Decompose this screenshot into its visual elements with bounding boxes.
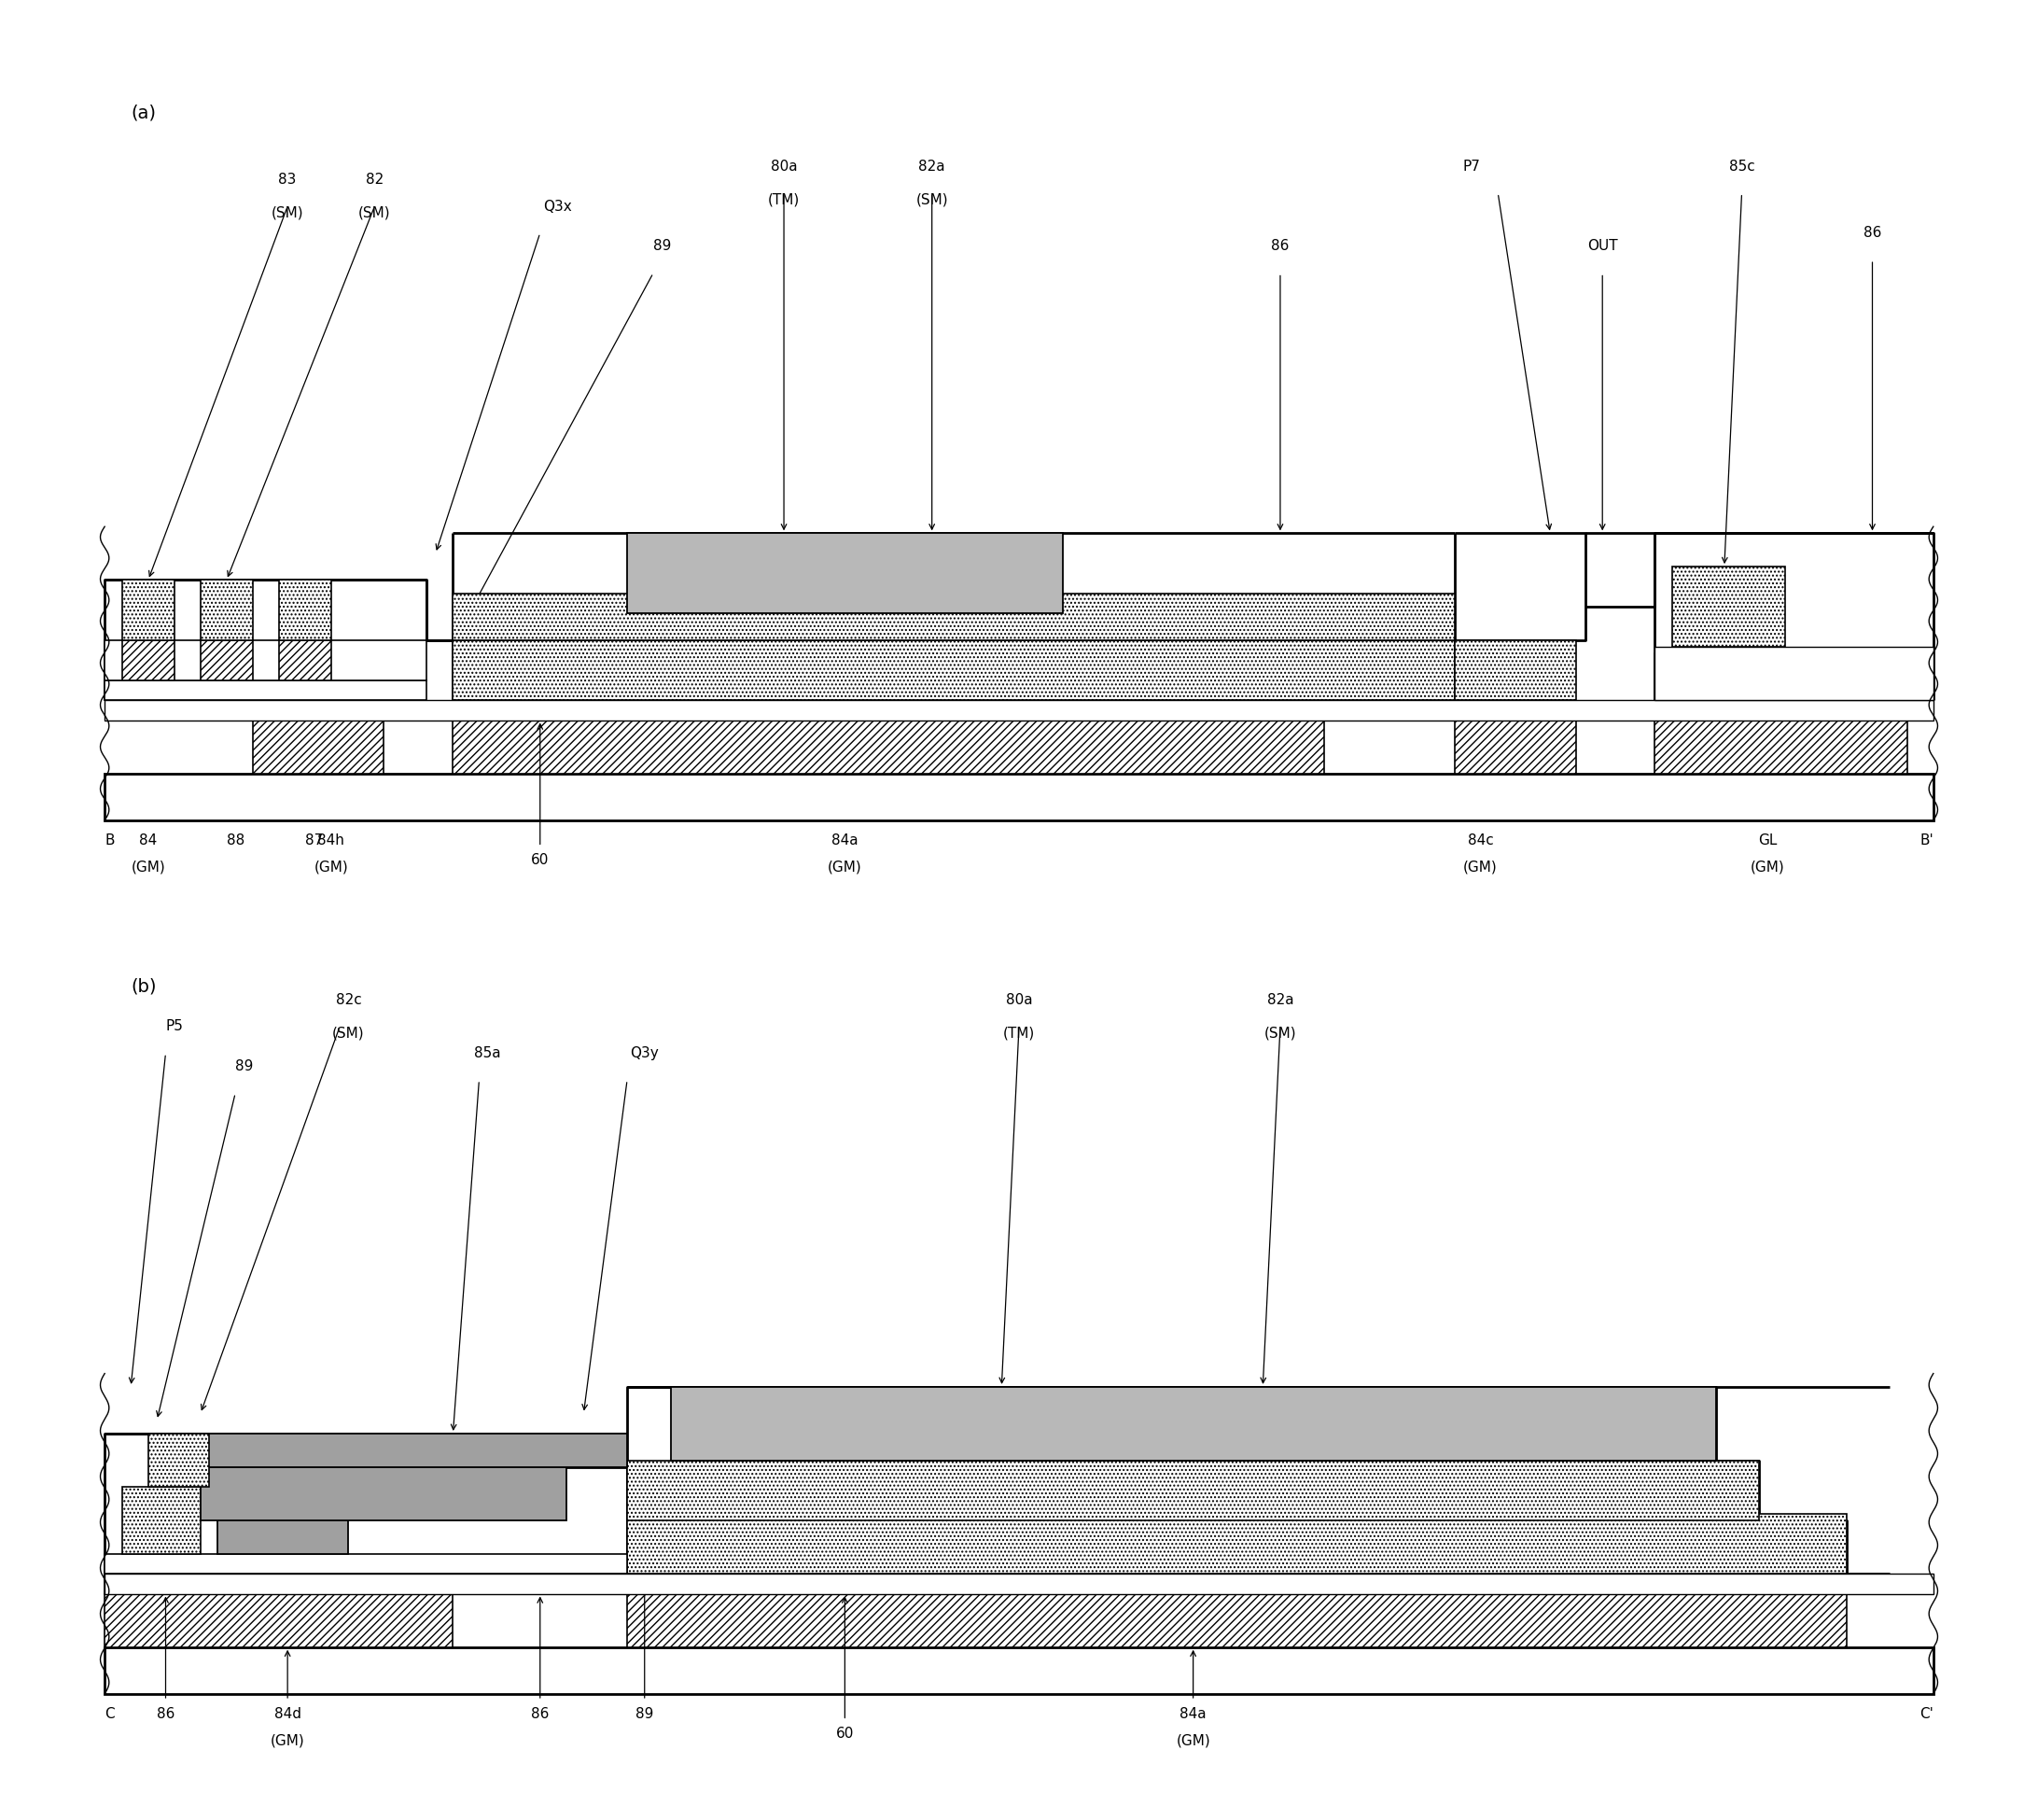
Text: 80a: 80a xyxy=(770,158,797,173)
Text: (SM): (SM) xyxy=(359,206,391,220)
Text: (GM): (GM) xyxy=(1463,859,1498,874)
Text: 86: 86 xyxy=(532,1707,548,1722)
Bar xyxy=(200,641,253,681)
Text: (GM): (GM) xyxy=(1176,1733,1211,1747)
Text: B: B xyxy=(104,834,114,848)
Bar xyxy=(671,1387,1716,1460)
Text: (TM): (TM) xyxy=(1003,1026,1035,1041)
Bar xyxy=(1455,721,1575,774)
Bar xyxy=(200,1467,567,1520)
Bar xyxy=(452,721,1325,774)
Text: Q3y: Q3y xyxy=(630,1046,658,1061)
Text: 85c: 85c xyxy=(1728,158,1755,173)
Text: B': B' xyxy=(1920,834,1934,848)
Text: 82c: 82c xyxy=(336,992,361,1006)
Text: P7: P7 xyxy=(1463,158,1482,173)
Text: 84a: 84a xyxy=(832,834,858,848)
Text: 84c: 84c xyxy=(1467,834,1494,848)
Bar xyxy=(104,774,1934,821)
Bar xyxy=(149,1434,210,1487)
Text: 85a: 85a xyxy=(475,1046,501,1061)
Text: (b): (b) xyxy=(130,977,157,996)
Text: 88: 88 xyxy=(226,834,245,848)
Bar xyxy=(104,681,426,701)
Text: (GM): (GM) xyxy=(1751,859,1785,874)
Bar xyxy=(104,641,426,681)
Text: (GM): (GM) xyxy=(827,859,862,874)
Bar xyxy=(628,1514,1846,1574)
Bar xyxy=(452,593,1455,641)
Bar xyxy=(122,641,175,681)
Bar xyxy=(218,1487,348,1554)
Text: C': C' xyxy=(1920,1707,1934,1722)
Bar xyxy=(104,1647,1934,1694)
Bar xyxy=(452,641,1455,701)
Text: 80a: 80a xyxy=(1005,992,1033,1006)
Bar xyxy=(200,1434,628,1467)
Bar xyxy=(1671,566,1785,646)
Bar xyxy=(122,581,175,641)
Text: Q3x: Q3x xyxy=(544,198,573,213)
Text: 86: 86 xyxy=(1272,238,1290,253)
Text: 82a: 82a xyxy=(919,158,946,173)
Bar xyxy=(104,1574,1934,1594)
Text: GL: GL xyxy=(1759,834,1777,848)
Text: 60: 60 xyxy=(532,854,548,868)
Bar xyxy=(200,581,253,641)
Text: (GM): (GM) xyxy=(130,859,165,874)
Text: (SM): (SM) xyxy=(915,193,948,207)
Bar xyxy=(253,721,383,774)
Text: 89: 89 xyxy=(636,1707,654,1722)
Text: OUT: OUT xyxy=(1588,238,1618,253)
Text: 86: 86 xyxy=(157,1707,175,1722)
Bar xyxy=(1655,646,1934,701)
Text: 89: 89 xyxy=(234,1059,253,1074)
Text: 86: 86 xyxy=(1863,226,1881,240)
Bar xyxy=(104,701,1934,721)
Text: (GM): (GM) xyxy=(314,859,348,874)
Text: 84a: 84a xyxy=(1180,1707,1206,1722)
Text: 82: 82 xyxy=(365,173,383,187)
Text: 83: 83 xyxy=(279,173,298,187)
Text: (GM): (GM) xyxy=(271,1733,306,1747)
Bar xyxy=(1655,653,1812,701)
Text: (SM): (SM) xyxy=(271,206,304,220)
Bar xyxy=(104,1594,452,1647)
Text: (SM): (SM) xyxy=(332,1026,365,1041)
Bar xyxy=(279,641,330,681)
Text: 89: 89 xyxy=(652,238,671,253)
Text: C: C xyxy=(104,1707,114,1722)
Bar xyxy=(122,1487,200,1554)
Text: 84h: 84h xyxy=(318,834,344,848)
Bar xyxy=(628,1460,1759,1520)
Text: (SM): (SM) xyxy=(1264,1026,1296,1041)
Bar xyxy=(1655,721,1908,774)
Bar xyxy=(1455,641,1575,701)
Bar xyxy=(628,533,1062,613)
Bar xyxy=(104,1554,628,1574)
Text: 82a: 82a xyxy=(1268,992,1294,1006)
Text: (a): (a) xyxy=(130,104,157,122)
Text: 84: 84 xyxy=(139,834,157,848)
Bar xyxy=(628,1594,1846,1647)
Text: P5: P5 xyxy=(165,1019,183,1034)
Text: (TM): (TM) xyxy=(768,193,799,207)
Text: 60: 60 xyxy=(836,1727,854,1742)
Text: 87: 87 xyxy=(306,834,322,848)
Text: 84d: 84d xyxy=(273,1707,302,1722)
Bar xyxy=(279,581,330,641)
